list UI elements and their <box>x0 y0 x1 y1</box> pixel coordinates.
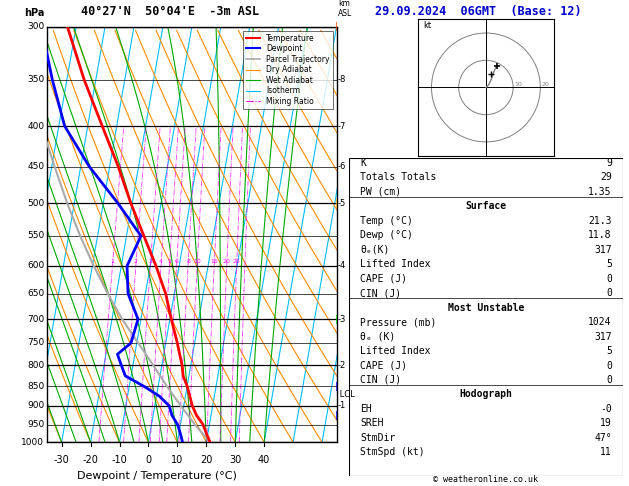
Text: 8: 8 <box>186 260 190 264</box>
Text: Temp (°C): Temp (°C) <box>360 216 413 226</box>
Text: -8: -8 <box>338 75 347 85</box>
Text: θₑ (K): θₑ (K) <box>360 331 395 342</box>
Text: 30: 30 <box>229 455 242 465</box>
Text: StmDir: StmDir <box>360 433 395 443</box>
Text: 0: 0 <box>606 274 612 284</box>
Text: 19: 19 <box>600 418 612 428</box>
Text: CAPE (J): CAPE (J) <box>360 274 407 284</box>
Text: 11.8: 11.8 <box>588 230 612 240</box>
Text: |: | <box>335 199 338 208</box>
Text: 350: 350 <box>27 75 44 85</box>
Text: 6: 6 <box>175 260 179 264</box>
Text: 650: 650 <box>27 289 44 298</box>
Text: 317: 317 <box>594 331 612 342</box>
Text: Lifted Index: Lifted Index <box>360 346 430 356</box>
Text: -2: -2 <box>338 361 346 370</box>
Text: 800: 800 <box>27 361 44 370</box>
Text: 0: 0 <box>606 288 612 298</box>
Text: 950: 950 <box>27 420 44 429</box>
Text: CIN (J): CIN (J) <box>360 375 401 385</box>
Text: |: | <box>335 411 338 420</box>
Text: 2: 2 <box>134 260 138 264</box>
Text: 0: 0 <box>606 375 612 385</box>
Text: -20: -20 <box>82 455 99 465</box>
Text: Most Unstable: Most Unstable <box>448 303 524 312</box>
Text: CIN (J): CIN (J) <box>360 288 401 298</box>
Text: Lifted Index: Lifted Index <box>360 259 430 269</box>
Text: 40: 40 <box>258 455 270 465</box>
Text: 5: 5 <box>606 259 612 269</box>
Text: 850: 850 <box>27 382 44 391</box>
Text: 21.3: 21.3 <box>588 216 612 226</box>
Text: 0: 0 <box>145 455 152 465</box>
Text: 550: 550 <box>27 231 44 241</box>
Text: SREH: SREH <box>360 418 384 428</box>
Text: 10: 10 <box>171 455 184 465</box>
Text: Dewp (°C): Dewp (°C) <box>360 230 413 240</box>
Text: hPa: hPa <box>24 8 44 18</box>
Text: 5: 5 <box>168 260 172 264</box>
Text: θₑ(K): θₑ(K) <box>360 245 389 255</box>
Text: -0: -0 <box>600 404 612 414</box>
Text: 317: 317 <box>594 245 612 255</box>
Text: 10: 10 <box>193 260 201 264</box>
Text: 5: 5 <box>606 346 612 356</box>
Text: 20: 20 <box>200 455 213 465</box>
Text: 900: 900 <box>27 401 44 410</box>
Text: K: K <box>360 158 366 168</box>
Text: kt: kt <box>423 20 431 30</box>
Text: 300: 300 <box>27 22 44 31</box>
Legend: Temperature, Dewpoint, Parcel Trajectory, Dry Adiabat, Wet Adiabat, Isotherm, Mi: Temperature, Dewpoint, Parcel Trajectory… <box>243 31 333 109</box>
Text: 40°27'N  50°04'E  -3m ASL: 40°27'N 50°04'E -3m ASL <box>81 5 259 18</box>
Text: -6: -6 <box>338 162 347 171</box>
Text: 10: 10 <box>515 82 522 87</box>
Text: |: | <box>335 314 338 324</box>
Text: 0: 0 <box>606 361 612 370</box>
Text: CAPE (J): CAPE (J) <box>360 361 407 370</box>
Text: PW (cm): PW (cm) <box>360 187 401 197</box>
Text: 3: 3 <box>148 260 152 264</box>
Text: -3: -3 <box>338 314 347 324</box>
Text: © weatheronline.co.uk: © weatheronline.co.uk <box>433 474 538 484</box>
Text: -10: -10 <box>111 455 128 465</box>
Text: |: | <box>335 382 338 391</box>
Text: StmSpd (kt): StmSpd (kt) <box>360 447 425 457</box>
Text: 15: 15 <box>211 260 218 264</box>
Text: -30: -30 <box>53 455 70 465</box>
Text: 47°: 47° <box>594 433 612 443</box>
Text: Hodograph: Hodograph <box>459 389 513 399</box>
Text: Dewpoint / Temperature (°C): Dewpoint / Temperature (°C) <box>77 471 237 481</box>
Text: 11: 11 <box>600 447 612 457</box>
Text: -5: -5 <box>338 199 346 208</box>
Text: 9: 9 <box>606 158 612 168</box>
Text: 500: 500 <box>27 199 44 208</box>
Text: 4: 4 <box>159 260 163 264</box>
Text: Surface: Surface <box>465 201 506 211</box>
Text: 29: 29 <box>600 173 612 182</box>
Text: LCL: LCL <box>337 390 354 399</box>
Text: |: | <box>335 22 338 31</box>
Text: Pressure (mb): Pressure (mb) <box>360 317 437 327</box>
Text: 1000: 1000 <box>21 438 44 447</box>
Text: 25: 25 <box>233 260 241 264</box>
Text: 600: 600 <box>27 261 44 270</box>
Text: 1: 1 <box>111 260 114 264</box>
Text: Totals Totals: Totals Totals <box>360 173 437 182</box>
Text: 1.35: 1.35 <box>588 187 612 197</box>
Text: 700: 700 <box>27 314 44 324</box>
Text: 750: 750 <box>27 338 44 347</box>
Text: -4: -4 <box>338 261 346 270</box>
Text: -7: -7 <box>338 122 347 131</box>
Text: EH: EH <box>360 404 372 414</box>
Text: 400: 400 <box>27 122 44 131</box>
Text: -1: -1 <box>338 401 346 410</box>
Text: 29.09.2024  06GMT  (Base: 12): 29.09.2024 06GMT (Base: 12) <box>375 5 581 18</box>
Text: 20: 20 <box>223 260 231 264</box>
Text: 1024: 1024 <box>588 317 612 327</box>
Text: 20: 20 <box>542 82 550 87</box>
Text: km
ASL: km ASL <box>338 0 352 18</box>
Text: 450: 450 <box>27 162 44 171</box>
